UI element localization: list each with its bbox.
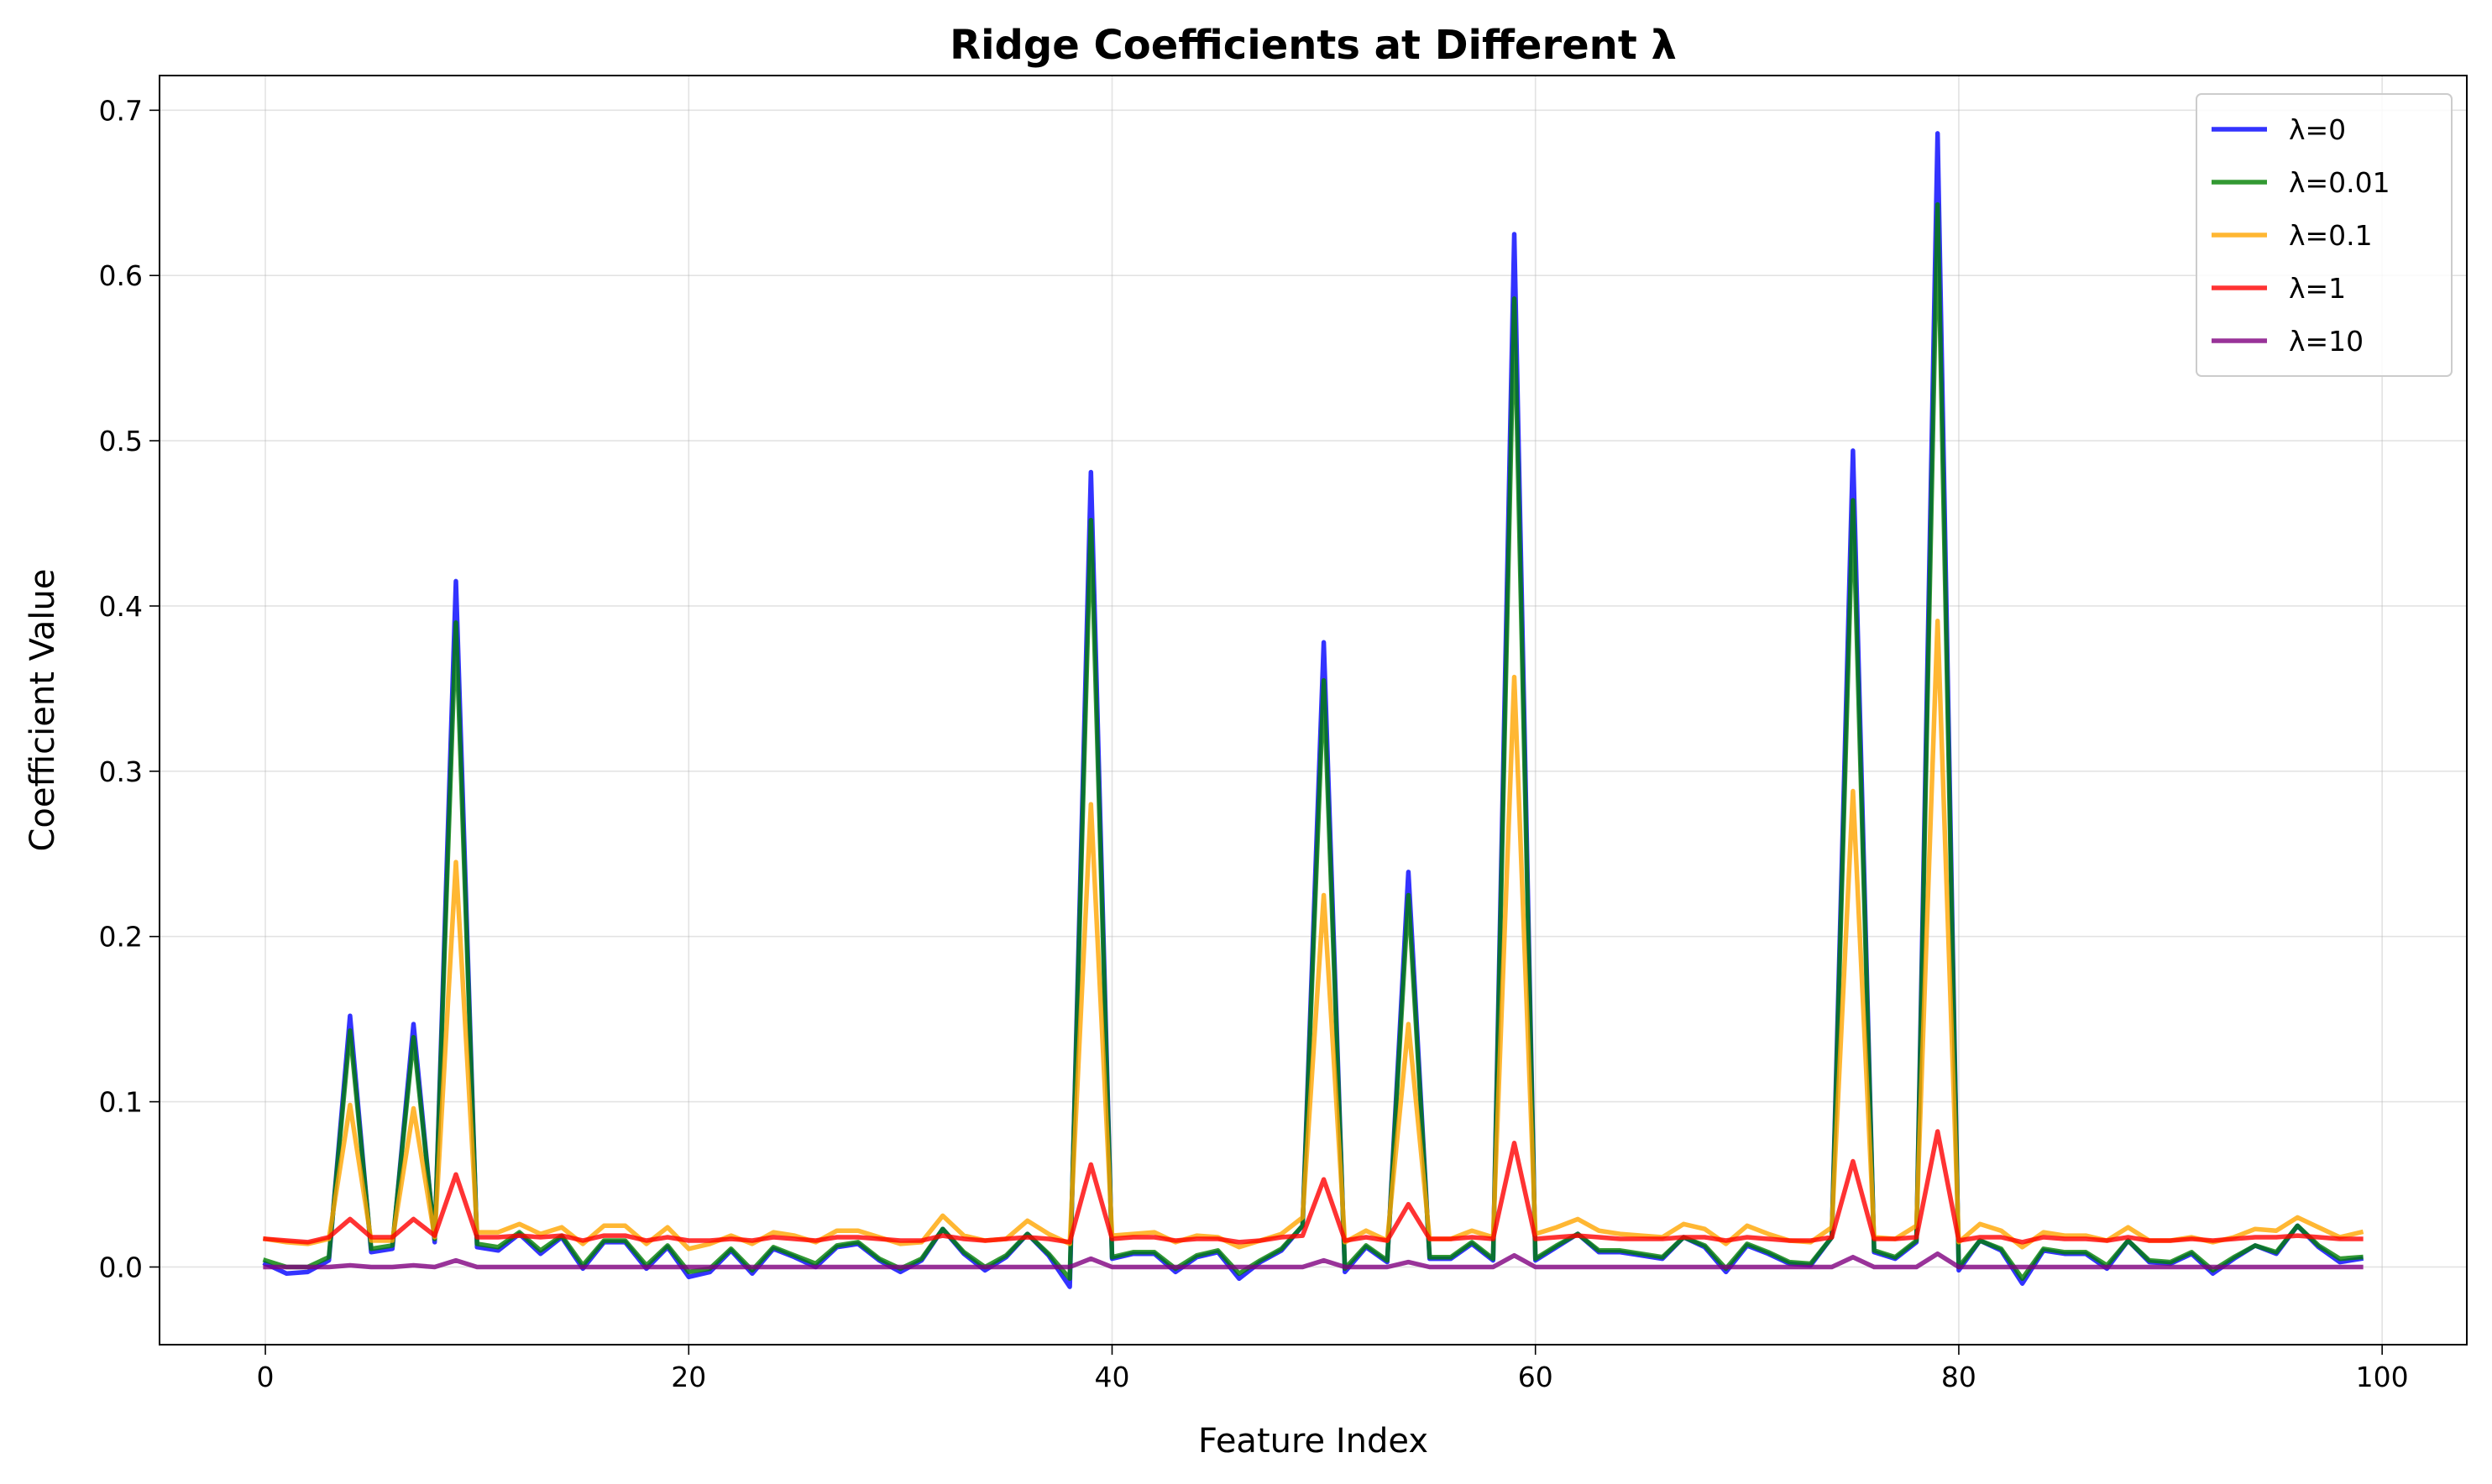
chart-title: Ridge Coefficients at Different λ — [950, 22, 1677, 69]
legend-box — [2196, 93, 2453, 377]
y-axis-label: Coefficient Value — [24, 569, 62, 852]
y-axis-ticks: 0.0 0.1 0.2 0.3 0.4 0.5 0.6 0.7 — [99, 94, 160, 1283]
legend-label: λ=0.1 — [2289, 219, 2373, 252]
y-tick-label: 0.4 — [99, 590, 143, 623]
plot-series — [262, 131, 2364, 1289]
legend-label: λ=1 — [2289, 272, 2346, 305]
y-tick-label: 0.0 — [99, 1251, 143, 1283]
y-tick-label: 0.6 — [99, 259, 143, 292]
x-tick-label: 100 — [2356, 1361, 2409, 1393]
x-tick-label: 60 — [1518, 1361, 1553, 1393]
x-axis-label: Feature Index — [1198, 1422, 1428, 1460]
y-tick-label: 0.1 — [99, 1086, 143, 1119]
series-line-4 — [263, 1251, 2364, 1270]
legend-label: λ=0.01 — [2289, 166, 2390, 199]
x-tick-label: 20 — [671, 1361, 706, 1393]
x-axis-ticks: 0 20 40 60 80 100 — [257, 1345, 2409, 1393]
plot-frame — [159, 75, 2468, 1346]
y-tick-label: 0.7 — [99, 94, 143, 127]
y-tick-label: 0.5 — [99, 425, 143, 457]
x-tick-label: 40 — [1094, 1361, 1129, 1393]
legend-label: λ=0 — [2289, 113, 2346, 146]
legend: λ=0 λ=0.01 λ=0.1 λ=1 λ=10 — [2196, 93, 2453, 377]
legend-label: λ=10 — [2289, 325, 2364, 358]
x-tick-label: 80 — [1941, 1361, 1976, 1393]
series-line-1 — [262, 201, 2364, 1282]
series-line-3 — [263, 1129, 2364, 1245]
y-tick-label: 0.3 — [99, 755, 143, 788]
x-tick-label: 0 — [257, 1361, 275, 1393]
y-tick-label: 0.2 — [99, 921, 143, 954]
